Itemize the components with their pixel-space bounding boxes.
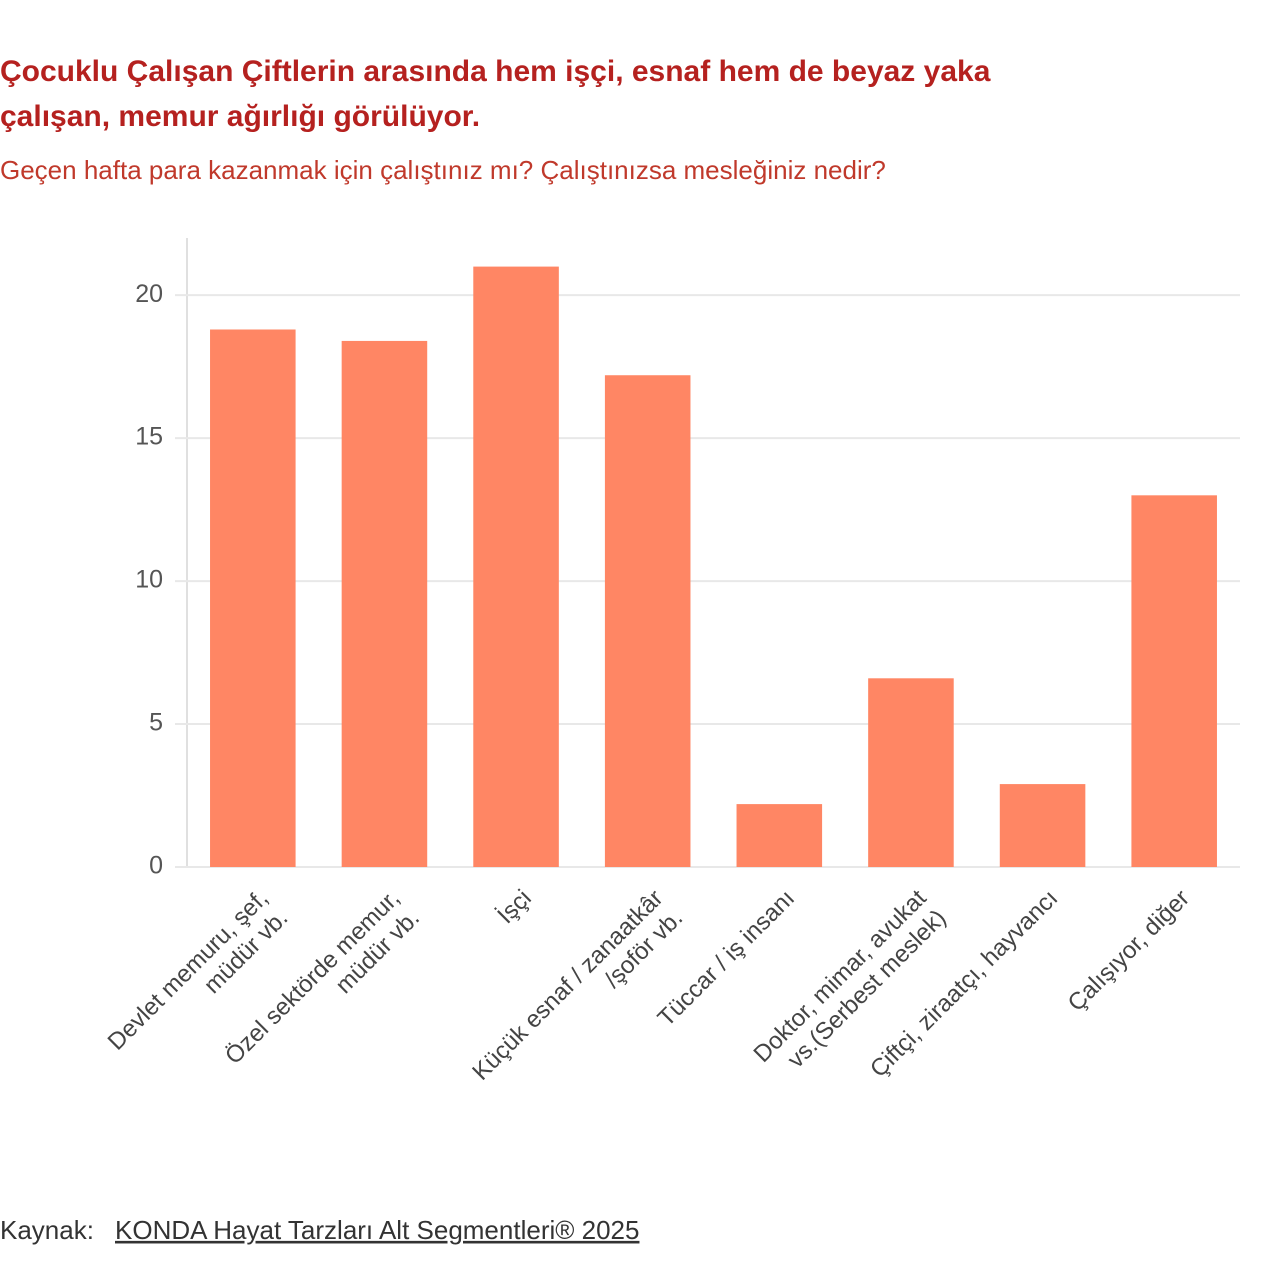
- chart-subtitle: Geçen hafta para kazanmak için çalıştını…: [0, 155, 886, 185]
- y-tick-label: 10: [135, 566, 163, 594]
- y-tick-label: 15: [135, 423, 163, 451]
- y-tick-label: 5: [149, 709, 163, 737]
- bar: [473, 266, 559, 867]
- chart-title: çalışan, memur ağırlığı görülüyor.: [0, 100, 480, 133]
- bar: [999, 784, 1086, 867]
- y-tick-label: 20: [135, 280, 163, 308]
- bar: [1131, 495, 1217, 867]
- bar: [604, 375, 691, 867]
- x-tick-label: Çalışıyor, diğer: [1063, 885, 1195, 1017]
- bar: [210, 329, 296, 867]
- source-label: Kaynak:: [0, 1215, 94, 1245]
- x-tick-label: Tüccar / iş insanı: [653, 885, 800, 1032]
- bar: [868, 678, 954, 867]
- source-link[interactable]: KONDA Hayat Tarzları Alt Segmentleri® 20…: [115, 1215, 639, 1245]
- bar: [341, 340, 428, 868]
- bar: [736, 804, 823, 867]
- x-tick-label: İşçi: [492, 885, 537, 930]
- y-tick-label: 0: [149, 852, 163, 880]
- chart-title: Çocuklu Çalışan Çiftlerin arasında hem i…: [0, 55, 991, 88]
